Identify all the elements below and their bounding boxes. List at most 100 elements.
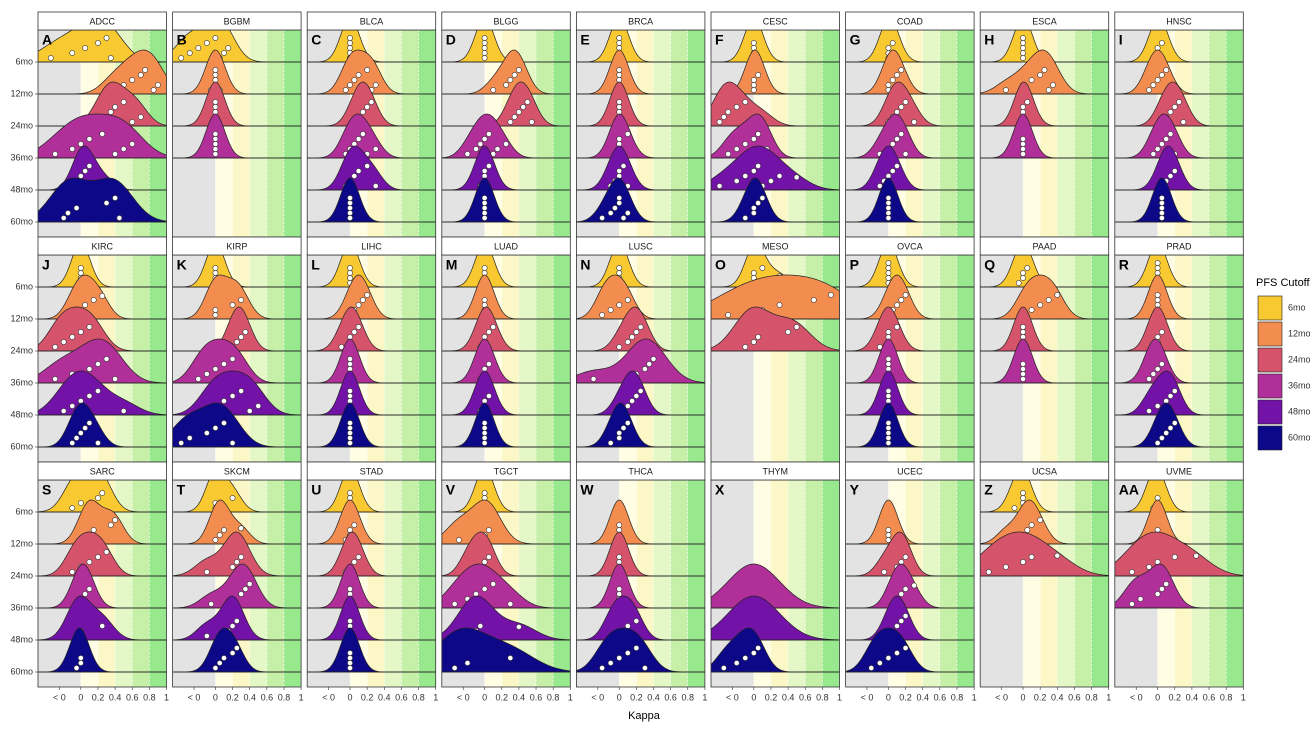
- strip: [1114, 461, 1244, 481]
- kappa-point: [1003, 564, 1009, 570]
- kappa-point: [898, 131, 905, 137]
- kappa-point: [481, 50, 488, 56]
- kappa-point: [186, 435, 193, 441]
- kappa-point: [1159, 361, 1165, 367]
- kappa-point: [1167, 173, 1174, 179]
- kappa-point: [1171, 168, 1178, 174]
- kappa-point: [1020, 55, 1026, 61]
- panel-letter: V: [446, 482, 456, 498]
- kappa-point: [347, 660, 353, 666]
- kappa-point: [637, 324, 644, 330]
- kappa-point: [342, 87, 349, 93]
- kappa-point: [355, 302, 362, 308]
- kappa-point: [885, 356, 892, 362]
- kappa-point: [607, 307, 614, 313]
- kappa-point: [69, 440, 76, 446]
- x-tick-label: 0: [213, 692, 218, 702]
- panel: THCA W < 0 0 0.2 0.4 0.6 0.8 1: [576, 461, 707, 702]
- x-tick-label: < 0: [188, 692, 201, 702]
- kappa-point: [1028, 522, 1035, 528]
- kappa-point: [1171, 554, 1178, 560]
- strip: [710, 11, 840, 31]
- kappa-band: [1074, 255, 1092, 462]
- kappa-point: [742, 99, 749, 105]
- x-tick-label: 0.6: [530, 692, 543, 702]
- strip-label: SKCM: [224, 466, 250, 476]
- kappa-point: [229, 623, 236, 629]
- ridges: [980, 30, 1109, 159]
- kappa-band: [1057, 255, 1075, 462]
- kappa-band: [670, 255, 688, 462]
- kappa-point: [733, 178, 740, 184]
- legend-label: 6mo: [1288, 302, 1306, 312]
- ridges: [576, 30, 705, 223]
- panel: BLCA C: [306, 11, 437, 240]
- x-tick-label: 0.2: [496, 692, 509, 702]
- x-tick-label: 0.8: [278, 692, 291, 702]
- x-tick-label: 0.2: [899, 692, 912, 702]
- kappa-point: [885, 195, 892, 201]
- panel-letter: I: [1119, 32, 1123, 48]
- kappa-point: [481, 430, 488, 436]
- kappa-point: [1159, 435, 1165, 441]
- kappa-band: [249, 255, 267, 462]
- strip: [710, 461, 840, 481]
- panel-letter: O: [715, 257, 726, 273]
- kappa-point: [212, 72, 219, 78]
- kappa-point: [69, 403, 76, 409]
- kappa-band: [1226, 255, 1244, 462]
- kappa-band: [939, 480, 957, 687]
- ridges: [172, 255, 302, 448]
- kappa-point: [212, 151, 219, 157]
- kappa-point: [481, 435, 488, 441]
- kappa-point: [212, 67, 219, 73]
- kappa-point: [364, 104, 371, 110]
- kappa-point: [120, 99, 127, 105]
- kappa-point: [212, 425, 219, 431]
- kappa-point: [212, 265, 219, 271]
- kappa-point: [1054, 292, 1061, 298]
- kappa-point: [1045, 87, 1052, 93]
- kappa-band: [822, 480, 840, 687]
- kappa-band: [687, 255, 705, 462]
- x-tick-label: 0.4: [243, 692, 256, 702]
- kappa-point: [112, 376, 118, 382]
- kappa-band: [401, 30, 419, 237]
- density-ridge: [172, 370, 302, 416]
- x-tick-label: 0.4: [378, 692, 391, 702]
- kappa-point: [112, 151, 118, 157]
- kappa-point: [716, 119, 723, 125]
- kappa-band: [1209, 480, 1227, 687]
- panel-letter: J: [42, 257, 50, 273]
- kappa-point: [112, 517, 118, 523]
- kappa-band: [805, 480, 823, 687]
- kappa-point: [894, 72, 900, 78]
- kappa-point: [1050, 82, 1056, 88]
- kappa-point: [347, 435, 353, 441]
- y-tick-label: 6mo: [15, 506, 33, 516]
- kappa-point: [95, 40, 101, 46]
- kappa-point: [229, 564, 236, 570]
- kappa-point: [616, 522, 623, 528]
- density-ridge: [441, 627, 571, 673]
- x-tick-label: 0.4: [647, 692, 660, 702]
- panel-letter: C: [311, 32, 321, 48]
- kappa-point: [1020, 329, 1026, 335]
- kappa-point: [885, 82, 892, 88]
- kappa-point: [1154, 440, 1161, 446]
- kappa-band: [1191, 480, 1210, 687]
- panel: HNSC I: [1114, 11, 1244, 240]
- kappa-point: [233, 618, 240, 624]
- kappa-point: [607, 440, 614, 446]
- kappa-point: [885, 420, 892, 426]
- kappa-point: [776, 302, 783, 308]
- kappa-point: [616, 168, 623, 174]
- kappa-point: [69, 146, 76, 152]
- kappa-point: [902, 586, 909, 592]
- kappa-point: [347, 35, 353, 41]
- kappa-point: [77, 173, 84, 179]
- kappa-point: [768, 178, 774, 184]
- kappa-point: [1180, 119, 1187, 125]
- kappa-point: [1020, 45, 1026, 51]
- ridges: [1114, 480, 1244, 609]
